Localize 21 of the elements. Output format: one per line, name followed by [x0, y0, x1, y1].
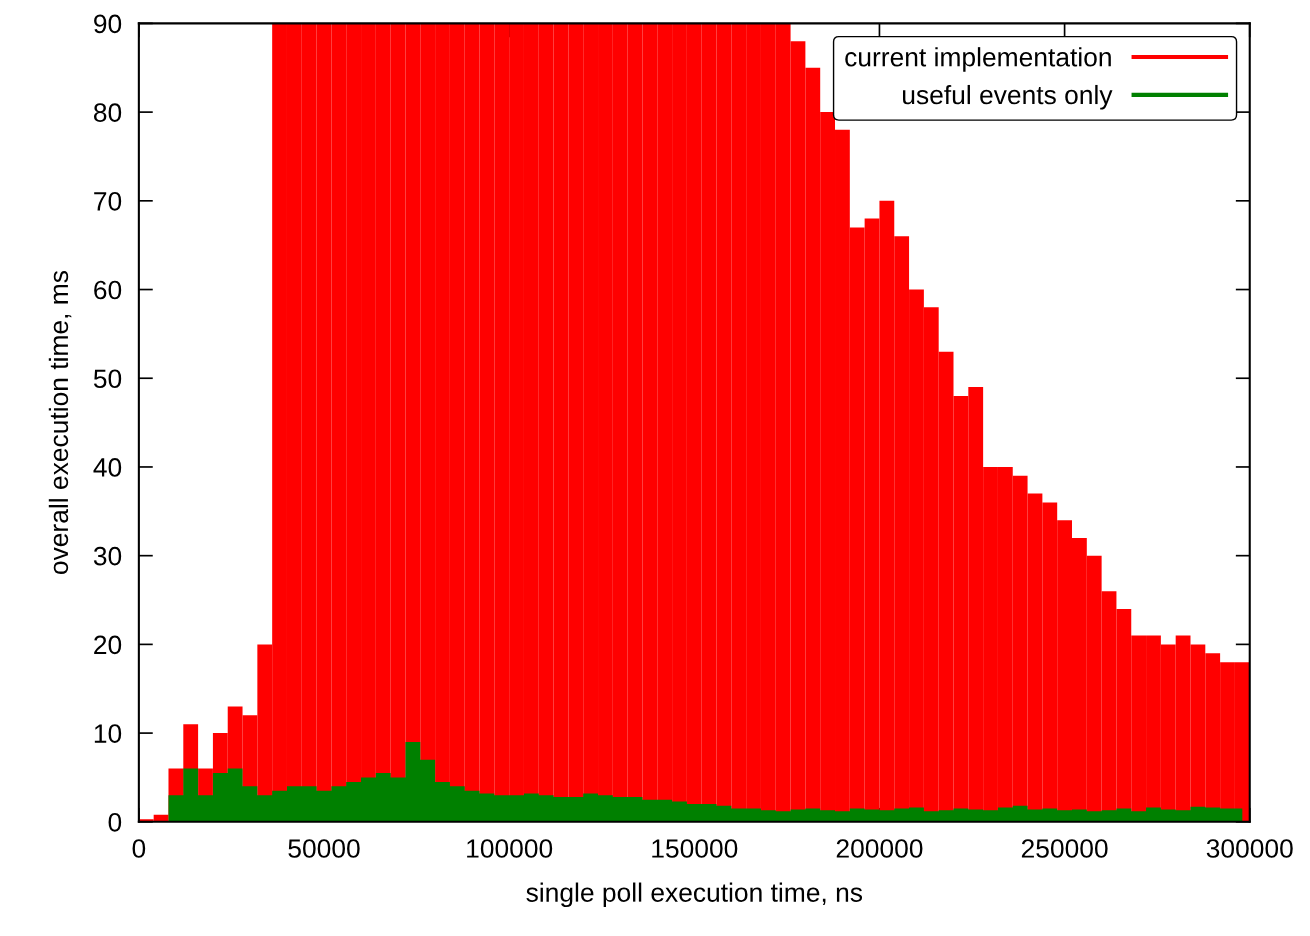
y-tick-label: 80: [93, 103, 122, 122]
x-tick-label: 150000: [652, 839, 738, 858]
y-tick-label: 0: [108, 812, 122, 832]
x-tick-label: 200000: [836, 839, 923, 858]
x-tick-label: 50000: [288, 839, 360, 858]
y-tick-label: 10: [94, 724, 122, 743]
y-tick-label: 50: [93, 369, 122, 389]
x-tick-label: 250000: [1021, 839, 1108, 858]
legend-label: current implementation: [845, 47, 1111, 72]
x-tick-label: 300000: [1206, 839, 1293, 858]
legend-label: useful events only: [903, 84, 1113, 110]
y-tick-label: 20: [94, 635, 122, 655]
y-tick-label: 30: [93, 546, 122, 566]
x-axis-title: single poll execution time, ns: [526, 882, 863, 908]
x-tick-label: 100000: [467, 839, 553, 858]
y-tick-label: 90: [94, 14, 122, 34]
y-axis-title: overall execution time, ms: [48, 271, 72, 575]
y-tick-label: 70: [94, 191, 122, 211]
y-tick-label: 60: [94, 280, 122, 300]
x-tick-label: 0: [132, 839, 146, 858]
y-tick-label: 40: [93, 458, 122, 477]
